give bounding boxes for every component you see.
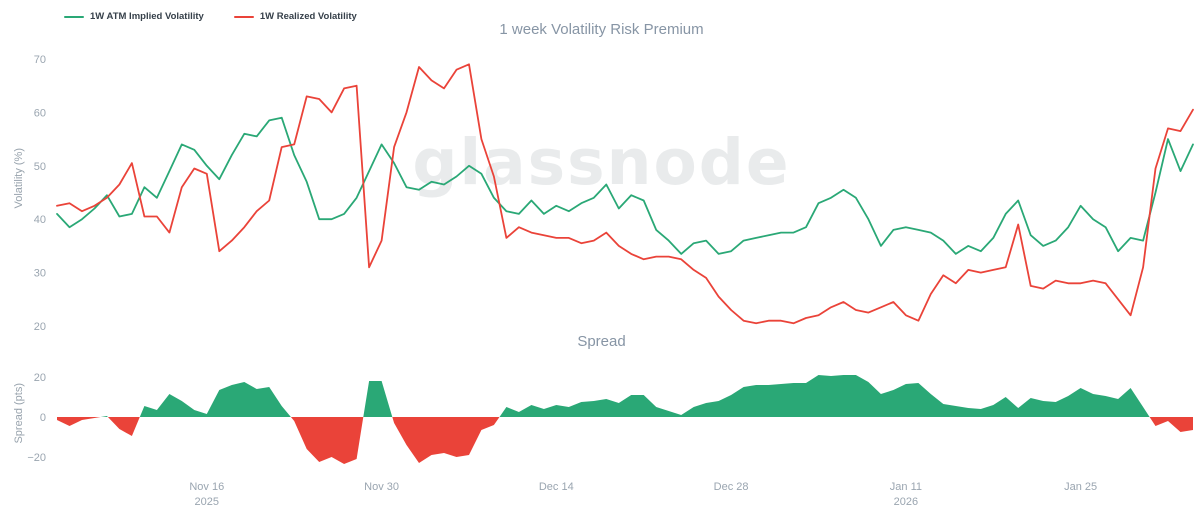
spread-axis-title: Spread (pts) — [13, 383, 25, 444]
x-tick-label: Nov 16 — [189, 481, 224, 493]
x-tick-label: Jan 11 — [890, 481, 922, 493]
spread-area-plot — [57, 375, 1193, 464]
implied-volatility-label: 1W ATM Implied Volatility — [90, 11, 204, 22]
x-tick-label: Jan 25 — [1064, 481, 1097, 493]
volatility-y-tick-label: 60 — [34, 107, 46, 119]
x-tick-year-label: 2025 — [195, 496, 219, 508]
legend-item-implied-volatility[interactable]: 1W ATM Implied Volatility — [64, 11, 204, 22]
x-tick-label: Dec 28 — [714, 481, 749, 493]
volatility-y-tick-label: 20 — [34, 321, 46, 333]
implied-volatility-line — [56, 116, 1194, 255]
spread-negative-area — [57, 417, 1193, 464]
legend-item-realized-volatility[interactable]: 1W Realized Volatility — [233, 11, 357, 22]
spread-subchart-title: Spread — [577, 333, 626, 350]
spread-y-tick-label: 0 — [40, 412, 46, 424]
volatility-axis-title: Volatility (%) — [13, 148, 25, 209]
volatility-lines-plot — [56, 63, 1194, 325]
volatility-y-tick-label: 50 — [34, 161, 46, 173]
x-tick-label: Dec 14 — [539, 481, 574, 493]
implied-volatility-swatch — [64, 15, 84, 18]
volatility-y-tick-label: 70 — [34, 54, 46, 66]
chart-title: 1 week Volatility Risk Premium — [499, 21, 704, 38]
legend: 1W ATM Implied Volatility 1W Realized Vo… — [64, 11, 357, 22]
spread-y-axis-ticks: 20 0 −20 — [27, 372, 46, 464]
spread-y-tick-label: −20 — [27, 452, 46, 464]
realized-volatility-label: 1W Realized Volatility — [259, 11, 357, 22]
x-tick-year-label: 2026 — [894, 496, 918, 508]
volatility-y-axis-ticks: 70 60 50 40 30 20 — [34, 54, 46, 333]
x-axis-ticks: Nov 16 2025 Nov 30 Dec 14 Dec 28 Jan 11 2026 Ja… — [189, 481, 1097, 508]
glassnode-watermark: glassnode — [412, 126, 791, 199]
realized-volatility-line — [56, 63, 1194, 325]
volatility-y-tick-label: 40 — [34, 214, 46, 226]
realized-volatility-swatch — [233, 15, 254, 18]
volatility-y-tick-label: 30 — [34, 268, 46, 280]
spread-positive-area — [57, 375, 1193, 417]
x-tick-label: Nov 30 — [364, 481, 399, 493]
spread-y-tick-label: 20 — [34, 372, 46, 384]
